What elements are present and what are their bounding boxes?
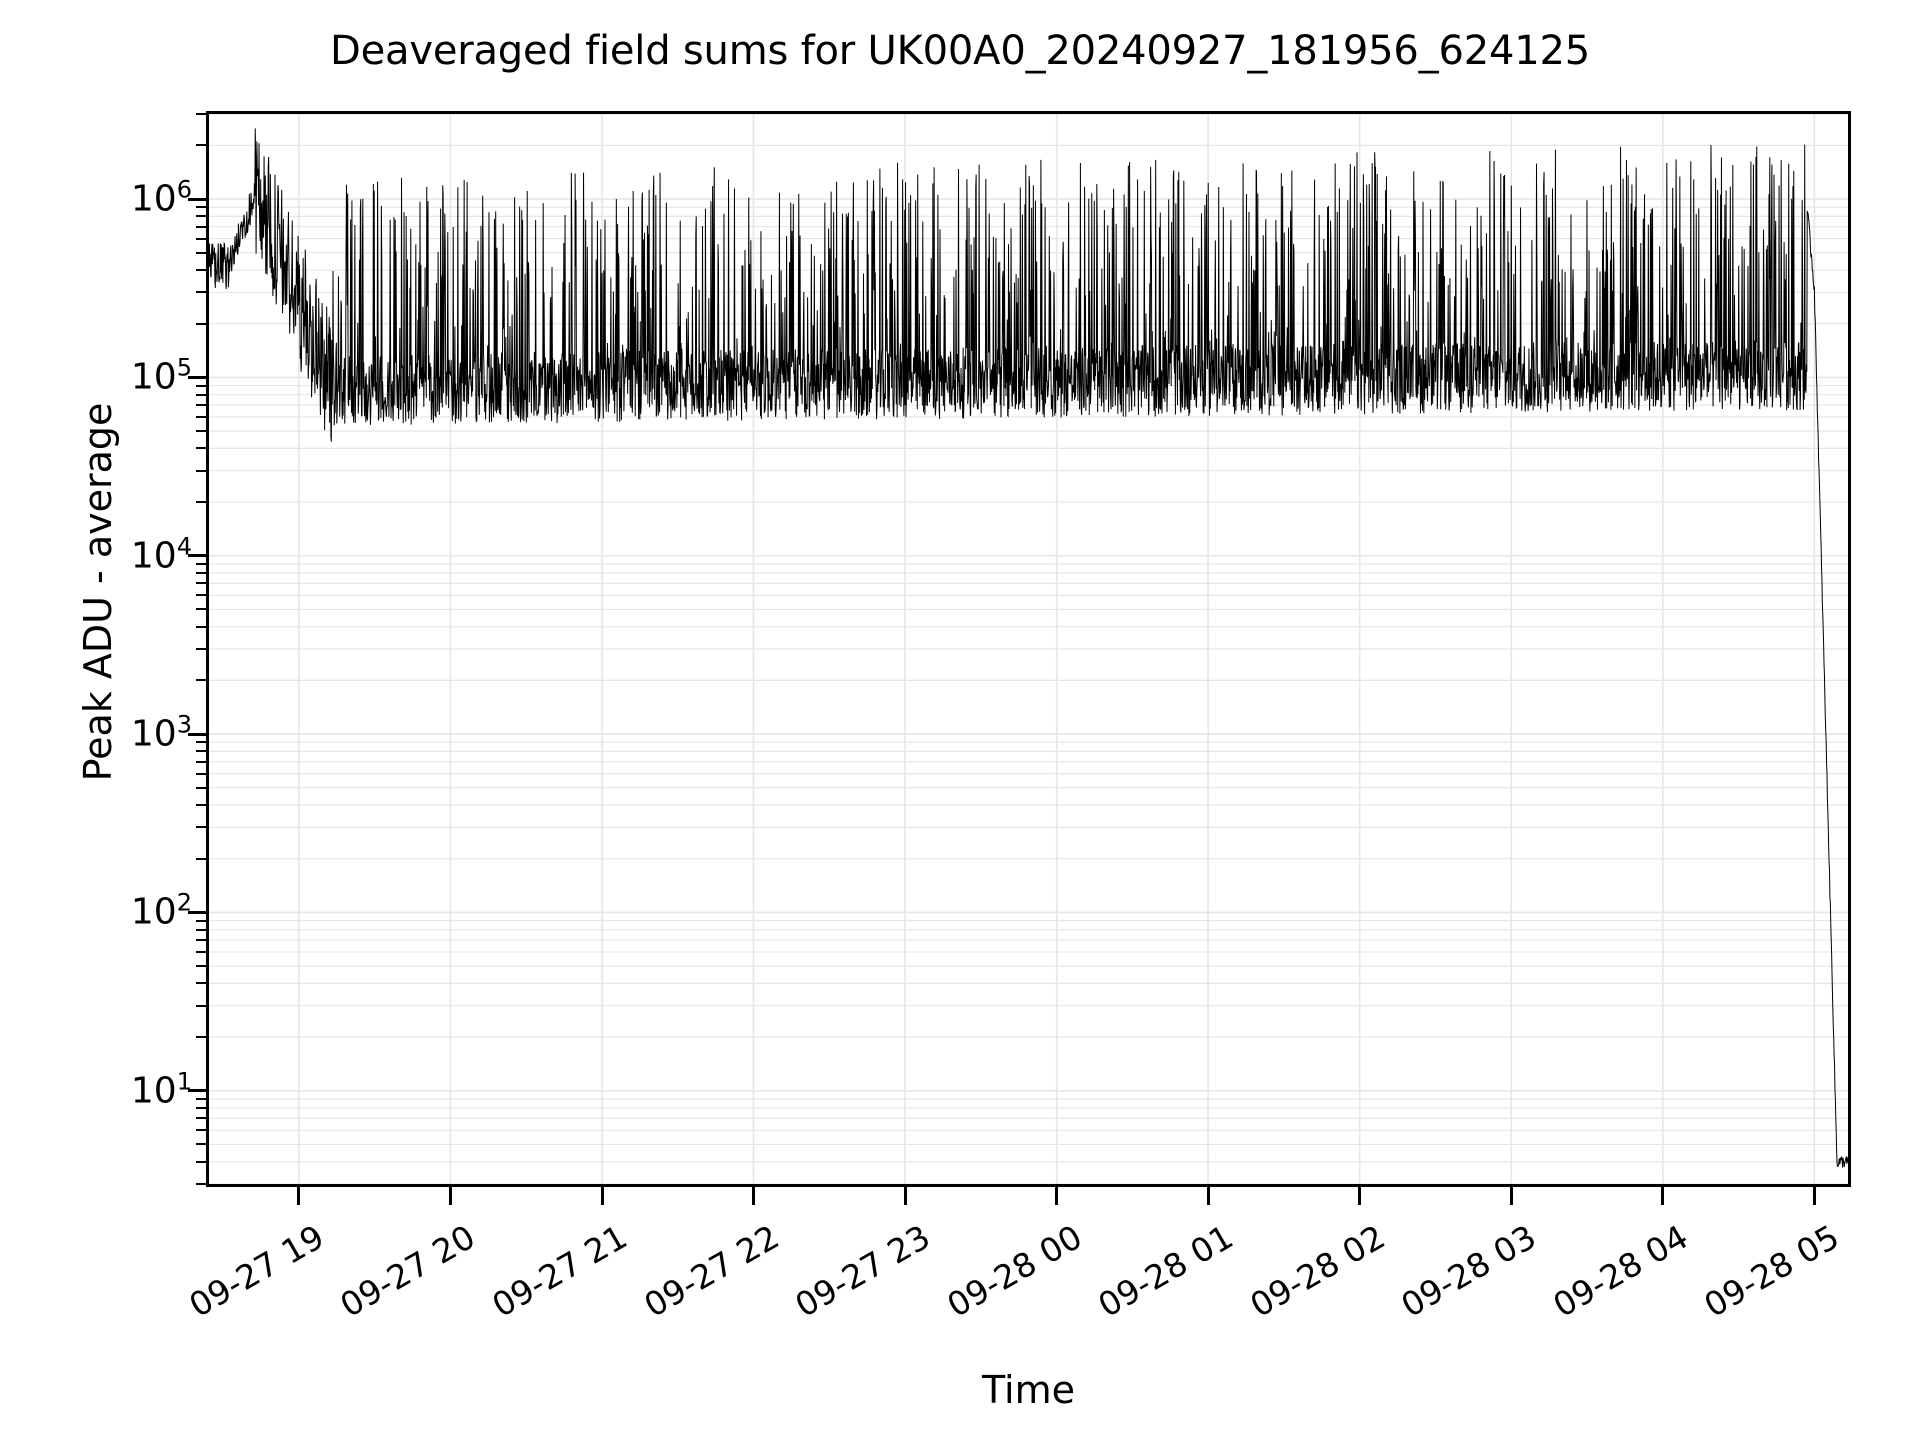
- y-minor-tick-mark: [196, 760, 206, 763]
- y-minor-tick-mark: [196, 1036, 206, 1039]
- y-minor-tick-mark: [196, 857, 206, 860]
- y-minor-tick-mark: [196, 1117, 206, 1120]
- y-minor-tick-mark: [196, 251, 206, 254]
- y-minor-tick-mark: [196, 572, 206, 574]
- y-minor-tick-mark: [196, 404, 206, 406]
- y-minor-tick-mark: [196, 1004, 206, 1007]
- y-minor-tick-mark: [196, 1160, 206, 1163]
- y-minor-tick-mark: [196, 1183, 206, 1185]
- y-minor-tick-mark: [196, 625, 206, 628]
- y-tick-mark: [188, 732, 206, 736]
- plot-area: [206, 111, 1851, 1187]
- y-minor-tick-mark: [196, 826, 206, 829]
- y-minor-tick-mark: [196, 608, 206, 611]
- x-tick-mark: [1206, 1187, 1210, 1205]
- y-minor-tick-mark: [196, 919, 206, 922]
- y-minor-tick-mark: [196, 772, 206, 775]
- y-minor-tick-mark: [196, 594, 206, 597]
- y-minor-tick-mark: [196, 562, 206, 565]
- y-minor-tick-mark: [196, 951, 206, 953]
- y-minor-tick-mark: [196, 501, 206, 504]
- y-minor-tick-mark: [196, 322, 206, 325]
- y-minor-tick-mark: [196, 113, 206, 115]
- y-minor-tick-mark: [196, 393, 206, 396]
- y-minor-tick-mark: [196, 928, 206, 931]
- x-tick-mark: [600, 1187, 604, 1205]
- y-minor-tick-mark: [196, 416, 206, 418]
- y-minor-tick-mark: [196, 469, 206, 472]
- y-tick-label: 103: [130, 710, 192, 755]
- y-minor-tick-mark: [196, 1107, 206, 1109]
- y-tick-label: 101: [130, 1067, 192, 1112]
- y-minor-tick-mark: [196, 939, 206, 941]
- y-tick-mark: [188, 197, 206, 201]
- x-tick-mark: [297, 1187, 301, 1205]
- y-minor-tick-mark: [196, 982, 206, 985]
- y-minor-tick-mark: [196, 144, 206, 147]
- y-minor-tick-mark: [196, 786, 206, 789]
- y-minor-tick-mark: [196, 679, 206, 682]
- chart-title: Deaveraged field sums for UK00A0_2024092…: [330, 28, 1590, 74]
- y-tick-label: 102: [130, 888, 192, 933]
- x-tick-mark: [1812, 1187, 1816, 1205]
- y-minor-tick-mark: [196, 447, 206, 450]
- y-minor-tick-mark: [196, 1129, 206, 1132]
- y-minor-tick-mark: [196, 965, 206, 968]
- x-tick-mark: [752, 1187, 755, 1205]
- y-tick-mark: [188, 1089, 206, 1093]
- y-minor-tick-mark: [196, 237, 206, 240]
- y-tick-mark: [188, 910, 206, 914]
- y-tick-mark: [188, 375, 206, 379]
- y-tick-label: 106: [130, 175, 192, 220]
- y-minor-tick-mark: [196, 741, 206, 744]
- y-minor-tick-mark: [196, 225, 206, 228]
- y-minor-tick-mark: [196, 384, 206, 387]
- plot-canvas: [209, 114, 1848, 1184]
- x-tick-mark: [1509, 1187, 1513, 1205]
- x-tick-mark: [1358, 1187, 1362, 1205]
- data-series-line: [209, 128, 1848, 1168]
- x-axis-title: Time: [982, 1368, 1075, 1412]
- y-minor-tick-mark: [196, 269, 206, 272]
- x-tick-mark: [1055, 1187, 1059, 1205]
- y-axis-title: Peak ADU - average: [76, 402, 120, 782]
- y-minor-tick-mark: [196, 582, 206, 585]
- y-minor-tick-mark: [196, 215, 206, 218]
- y-minor-tick-mark: [196, 1097, 206, 1100]
- y-minor-tick-mark: [196, 1143, 206, 1146]
- y-minor-tick-mark: [196, 804, 206, 807]
- y-tick-label: 105: [130, 353, 192, 398]
- x-tick-mark: [1661, 1187, 1665, 1205]
- y-minor-tick-mark: [196, 750, 206, 753]
- y-minor-tick-mark: [196, 648, 206, 650]
- y-tick-label: 104: [130, 532, 192, 577]
- x-tick-mark: [448, 1187, 452, 1205]
- y-tick-mark: [188, 554, 206, 558]
- y-minor-tick-mark: [196, 206, 206, 209]
- y-minor-tick-mark: [196, 291, 206, 294]
- x-tick-mark: [903, 1187, 907, 1205]
- y-minor-tick-mark: [196, 430, 206, 433]
